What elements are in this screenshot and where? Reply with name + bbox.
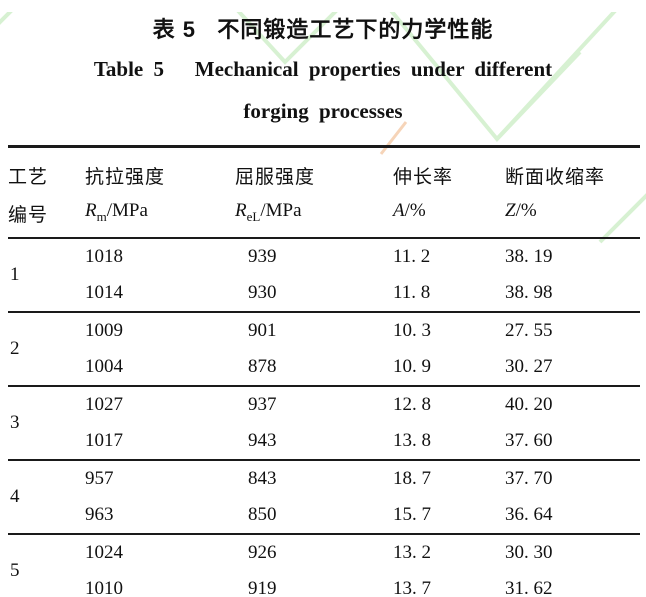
data-cell: 10. 9 — [393, 356, 431, 377]
table-row: 5 1024 926 13. 2 30. 30 — [8, 534, 640, 581]
data-cell: 1017 — [85, 430, 123, 451]
table-title-zh: 表 5 不同锻造工艺下的力学性能 — [152, 17, 494, 42]
table-row: 1 1018 939 11. 2 38. 19 — [8, 238, 640, 285]
process-number: 1 — [10, 264, 20, 285]
process-number: 4 — [10, 486, 20, 507]
data-cell: 943 — [248, 430, 277, 451]
table-row: 1014 930 11. 8 38. 98 — [8, 275, 640, 312]
process-number: 5 — [10, 560, 20, 581]
data-cell: 40. 20 — [505, 394, 553, 415]
data-cell: 36. 64 — [505, 504, 553, 525]
column-header-line1: 抗拉强度 — [85, 167, 166, 188]
data-cell: 38. 98 — [505, 282, 553, 303]
data-cell: 13. 7 — [393, 578, 431, 597]
column-header-1: 工艺 编号 — [8, 147, 85, 239]
data-cell: 1004 — [85, 356, 123, 377]
table-row: 1010 919 13. 7 31. 62 — [8, 571, 640, 597]
process-group-1: 1 1018 939 11. 2 38. 19 1014 930 11. 8 38. 98 — [8, 238, 640, 312]
data-cell: 12. 8 — [393, 394, 431, 415]
data-cell: 937 — [248, 394, 277, 415]
data-cell: 930 — [248, 282, 277, 303]
data-cell: 30. 30 — [505, 542, 553, 563]
column-header-line1: 屈服强度 — [235, 167, 316, 188]
data-cell: 963 — [85, 504, 114, 525]
table-title-en-line1: Table 5 Mechanical properties under diff… — [93, 57, 553, 81]
process-group-2: 2 1009 901 10. 3 27. 55 1004 878 10. 9 30. 27 — [8, 312, 640, 386]
data-cell: 1010 — [85, 578, 123, 597]
content: 表 5 不同锻造工艺下的力学性能 Table 5 Mechanical prop… — [0, 12, 646, 597]
table-row: 1004 878 10. 9 30. 27 — [8, 349, 640, 386]
data-cell: 1018 — [85, 246, 123, 267]
table-row: 4 957 843 18. 7 37. 70 — [8, 460, 640, 507]
data-cell: 18. 7 — [393, 468, 431, 489]
data-cell: 1009 — [85, 320, 123, 341]
column-header-5: 断面收缩率 Z/% — [505, 147, 640, 239]
data-cell: 1024 — [85, 542, 123, 563]
data-cell: 30. 27 — [505, 356, 553, 377]
data-cell: 31. 62 — [505, 578, 553, 597]
data-cell: 1014 — [85, 282, 123, 303]
data-cell: 1027 — [85, 394, 123, 415]
data-cell: 37. 70 — [505, 468, 553, 489]
data-cell: 878 — [248, 356, 277, 377]
column-header-line2: A/% — [393, 200, 426, 221]
column-header-3: 屈服强度 ReL/MPa — [235, 147, 393, 239]
process-group-3: 3 1027 937 12. 8 40. 20 1017 943 13. 8 37. 60 — [8, 386, 640, 460]
data-cell: 850 — [248, 504, 277, 525]
page: 表 5 不同锻造工艺下的力学性能 Table 5 Mechanical prop… — [0, 12, 646, 597]
data-cell: 919 — [248, 578, 277, 597]
table-row: 1017 943 13. 8 37. 60 — [8, 423, 640, 460]
data-cell: 901 — [248, 320, 277, 341]
column-header-line1: 断面收缩率 — [505, 167, 606, 188]
data-cell: 843 — [248, 468, 277, 489]
data-cell: 11. 2 — [393, 246, 431, 267]
column-header-line2: Rm/MPa — [85, 200, 148, 224]
process-number: 3 — [10, 412, 20, 433]
column-header-line2: 编号 — [8, 205, 49, 226]
table-header: 工艺 编号 抗拉强度 Rm/MPa 屈服强度 ReL/MPa 伸长率 A/% 断面收缩率 Z/% — [8, 147, 640, 239]
data-cell: 37. 60 — [505, 430, 553, 451]
table-row: 3 1027 937 12. 8 40. 20 — [8, 386, 640, 433]
data-cell: 939 — [248, 246, 277, 267]
data-cell: 38. 19 — [505, 246, 553, 267]
process-group-5: 5 1024 926 13. 2 30. 30 1010 919 13. 7 31. 62 — [8, 534, 640, 597]
data-cell: 10. 3 — [393, 320, 431, 341]
data-cell: 15. 7 — [393, 504, 431, 525]
column-header-4: 伸长率 A/% — [393, 147, 505, 239]
data-cell: 11. 8 — [393, 282, 431, 303]
column-header-2: 抗拉强度 Rm/MPa — [85, 147, 235, 239]
column-header-line1: 伸长率 — [393, 167, 454, 188]
column-header-line2: Z/% — [505, 200, 537, 221]
data-cell: 926 — [248, 542, 277, 563]
data-cell: 957 — [85, 468, 114, 489]
column-header-line2: ReL/MPa — [235, 200, 302, 224]
table-title-en-line2: forging processes — [243, 99, 403, 123]
process-group-4: 4 957 843 18. 7 37. 70 963 850 15. 7 36. 64 — [8, 460, 640, 534]
data-cell: 13. 2 — [393, 542, 431, 563]
table-row: 2 1009 901 10. 3 27. 55 — [8, 312, 640, 359]
data-cell: 27. 55 — [505, 320, 553, 341]
table-row: 963 850 15. 7 36. 64 — [8, 497, 640, 534]
process-number: 2 — [10, 338, 20, 359]
column-header-line1: 工艺 — [8, 167, 49, 188]
data-cell: 13. 8 — [393, 430, 431, 451]
properties-table: 工艺 编号 抗拉强度 Rm/MPa 屈服强度 ReL/MPa 伸长率 A/% 断面收缩率 Z/% … — [8, 145, 640, 597]
